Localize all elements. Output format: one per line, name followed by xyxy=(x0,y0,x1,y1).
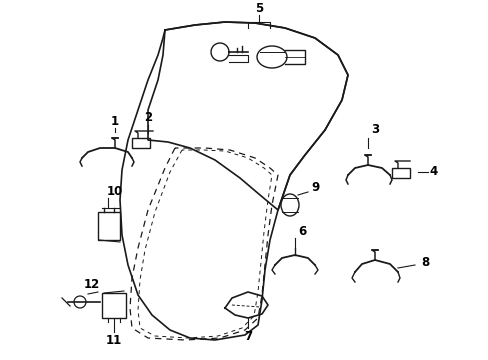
Text: 12: 12 xyxy=(84,278,100,291)
Text: 2: 2 xyxy=(143,112,152,125)
Text: 11: 11 xyxy=(106,333,122,346)
Text: 10: 10 xyxy=(107,185,123,198)
Bar xyxy=(391,168,409,178)
Text: 8: 8 xyxy=(420,256,428,269)
Text: 3: 3 xyxy=(370,123,378,136)
Text: 6: 6 xyxy=(297,225,305,238)
Bar xyxy=(102,293,126,318)
Bar xyxy=(132,138,150,148)
Text: 4: 4 xyxy=(429,166,437,179)
Bar xyxy=(98,212,120,240)
Text: 9: 9 xyxy=(310,181,319,194)
Text: 1: 1 xyxy=(111,116,119,129)
Text: 5: 5 xyxy=(254,3,263,15)
Text: 7: 7 xyxy=(244,329,251,342)
